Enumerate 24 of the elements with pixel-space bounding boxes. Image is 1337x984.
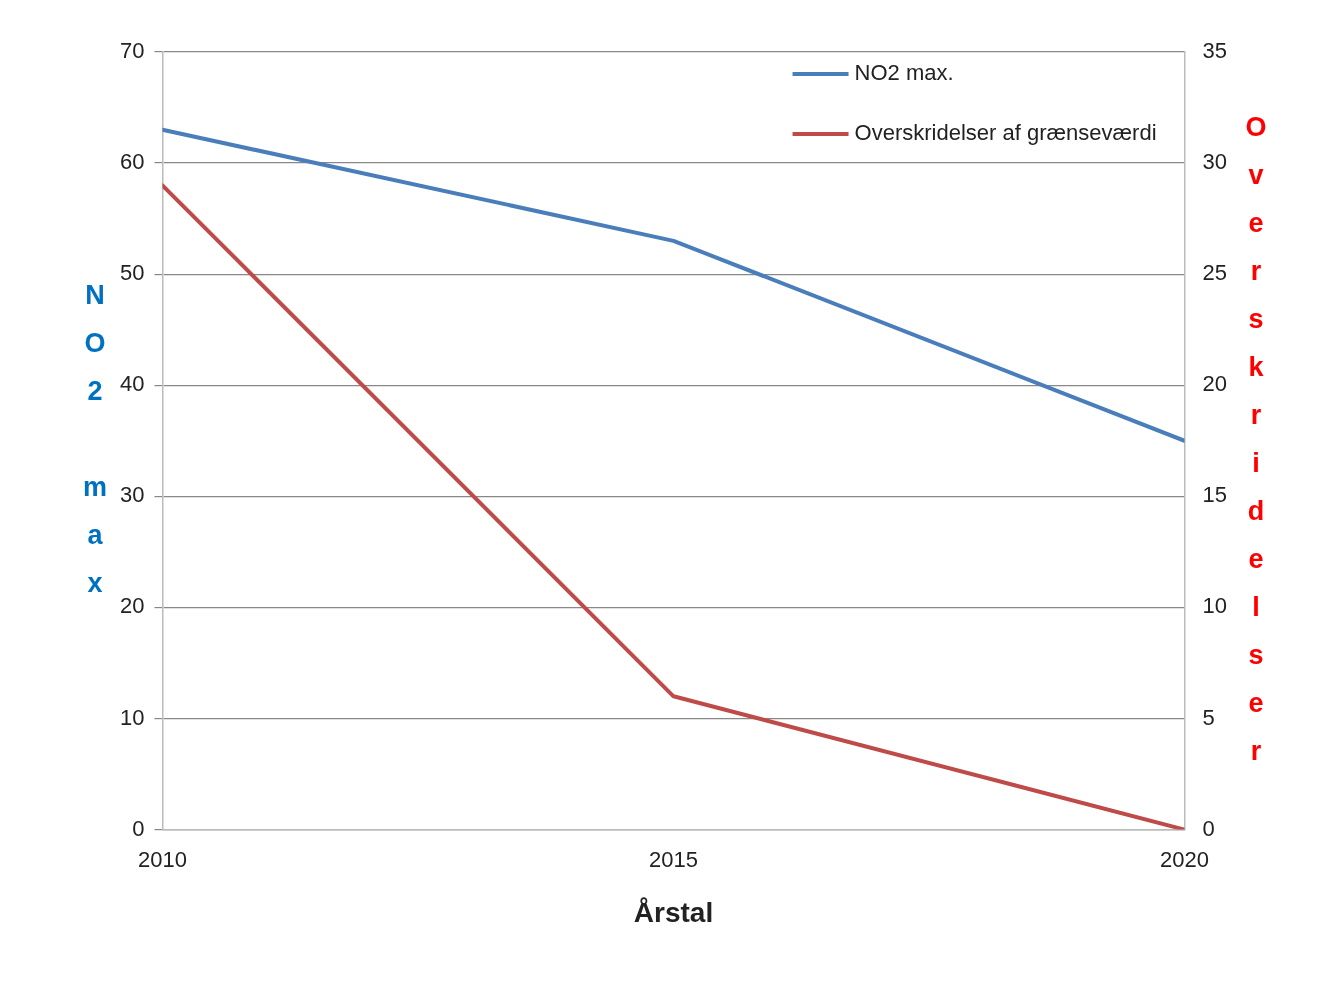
y-tick-label: 70 (119, 38, 145, 64)
y2-tick-label: 35 (1202, 38, 1228, 64)
x-tick-label: 2020 (1160, 846, 1210, 872)
y-tick-label: 40 (119, 371, 145, 397)
y2-tick-label: 15 (1202, 482, 1228, 508)
y-tick-label: 10 (119, 704, 145, 730)
legend-label: Overskridelser af grænseværdi (854, 120, 1157, 146)
x-tick-label: 2010 (137, 846, 187, 872)
y-tick-label: 0 (132, 815, 145, 841)
y2-tick-label: 5 (1202, 704, 1215, 730)
y2-tick-label: 25 (1202, 260, 1228, 286)
x-axis-title: Årstal (633, 897, 714, 929)
text: NO2 max (82, 280, 108, 599)
y2-tick-label: 30 (1202, 149, 1228, 175)
y-tick-label: 30 (119, 482, 145, 508)
legend-label: NO2 max. (854, 60, 954, 86)
text: Overskridelser (1245, 112, 1267, 767)
y2-tick-label: 20 (1202, 371, 1228, 397)
y2-tick-label: 0 (1202, 815, 1215, 841)
y-tick-label: 20 (119, 593, 145, 619)
y-tick-label: 50 (119, 260, 145, 286)
x-tick-label: 2015 (649, 846, 698, 872)
y2-tick-label: 10 (1202, 593, 1228, 619)
y-tick-label: 60 (119, 149, 145, 175)
